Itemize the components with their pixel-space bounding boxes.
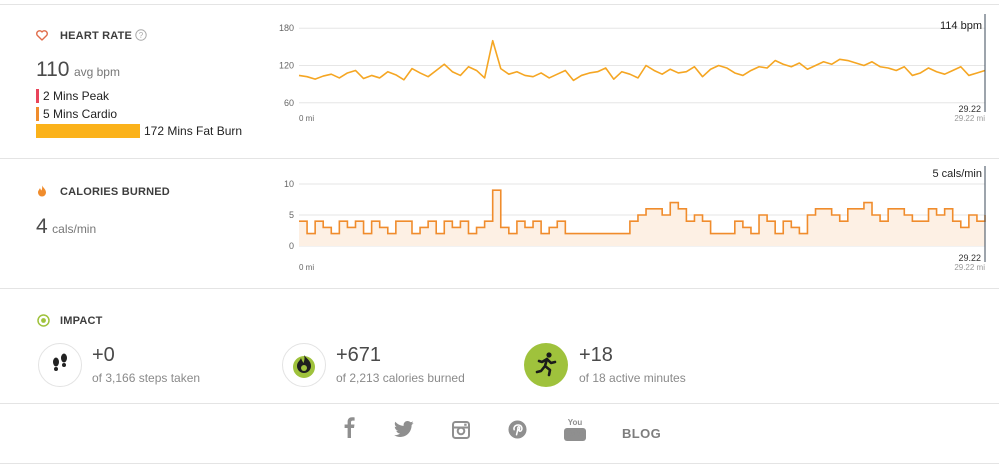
avg-bpm-value: 110 — [36, 58, 70, 81]
impact-title: IMPACT — [60, 315, 103, 327]
runner-icon — [524, 343, 568, 387]
zone-cardio: 5 Mins Cardio — [36, 107, 117, 121]
twitter-icon[interactable] — [394, 421, 414, 437]
calories-chart: 0 5 10 5 cals/min 29.22 0 mi 29.22 mi — [284, 166, 986, 272]
calories-value: 4 — [36, 215, 48, 238]
avg-bpm-unit: avg bpm — [73, 65, 120, 79]
footsteps-icon — [38, 343, 82, 387]
y-tick-label: 5 — [289, 210, 294, 220]
impact-active-sub: of 18 active minutes — [579, 371, 686, 385]
svg-text:?: ? — [139, 31, 144, 40]
pinterest-icon[interactable] — [508, 420, 527, 439]
youtube-icon[interactable]: You Tube — [564, 417, 586, 441]
hr-x-start-label: 0 mi — [299, 114, 314, 123]
heart-rate-chart: 60 120 180 114 bpm 29.22 0 mi 29.22 mi — [279, 14, 986, 123]
zone-fatburn: 172 Mins Fat Burn — [36, 124, 242, 138]
heart-rate-summary: 110 avg bpm — [36, 58, 120, 82]
impact-calories-value: +671 — [336, 344, 382, 366]
hr-current-label: 114 bpm — [940, 20, 982, 32]
blog-link[interactable]: BLOG — [622, 426, 662, 441]
target-icon — [37, 314, 50, 327]
facebook-icon[interactable] — [343, 416, 355, 438]
impact-active-value: +18 — [579, 344, 613, 366]
heart-icon — [36, 30, 48, 41]
zone-peak: 2 Mins Peak — [36, 89, 109, 103]
calories-title: CALORIES BURNED — [60, 186, 170, 198]
cal-series-line — [299, 189, 986, 235]
impact-calories-sub: of 2,213 calories burned — [336, 371, 465, 385]
cal-current-label: 5 cals/min — [932, 168, 982, 180]
instagram-icon[interactable] — [452, 421, 470, 439]
cal-x-start-label: 0 mi — [299, 263, 314, 272]
zone-cardio-bar — [36, 107, 39, 121]
divider-4 — [0, 463, 999, 464]
calories-summary: 4 cals/min — [36, 215, 96, 239]
cal-x-end-label: 29.22 mi — [954, 263, 985, 272]
hr-marker-label: 29.22 — [958, 104, 981, 114]
heart-rate-title: HEART RATE — [60, 30, 133, 42]
hr-series-line — [298, 39, 986, 82]
y-tick-label: 0 — [289, 241, 294, 251]
zone-peak-label: 2 Mins Peak — [43, 89, 110, 103]
y-tick-label: 10 — [284, 179, 294, 189]
cal-y-ticks: 0 5 10 — [284, 179, 294, 251]
divider-1 — [0, 158, 999, 159]
y-tick-label: 180 — [279, 23, 294, 33]
zone-fatburn-label: 172 Mins Fat Burn — [144, 124, 243, 138]
y-tick-label: 120 — [279, 61, 294, 71]
cal-marker-label: 29.22 — [958, 253, 981, 263]
top-border — [0, 0, 999, 5]
impact-steps-value: +0 — [92, 344, 115, 366]
flame-icon — [282, 343, 326, 387]
divider-3 — [0, 403, 999, 404]
youtube-text: You Tube — [565, 418, 585, 438]
zone-cardio-label: 5 Mins Cardio — [43, 107, 118, 121]
zone-fatburn-bar — [36, 124, 140, 138]
y-tick-label: 60 — [284, 98, 294, 108]
flame-small-icon — [38, 185, 46, 197]
hr-grid — [299, 27, 985, 104]
cal-series-area — [299, 190, 985, 246]
zone-peak-bar — [36, 89, 39, 103]
divider-2 — [0, 288, 999, 289]
calories-unit: cals/min — [52, 222, 97, 236]
help-icon[interactable]: ? — [135, 29, 147, 41]
hr-x-end-label: 29.22 mi — [954, 114, 985, 123]
hr-y-ticks: 60 120 180 — [279, 23, 294, 108]
impact-steps-sub: of 3,166 steps taken — [92, 371, 201, 385]
